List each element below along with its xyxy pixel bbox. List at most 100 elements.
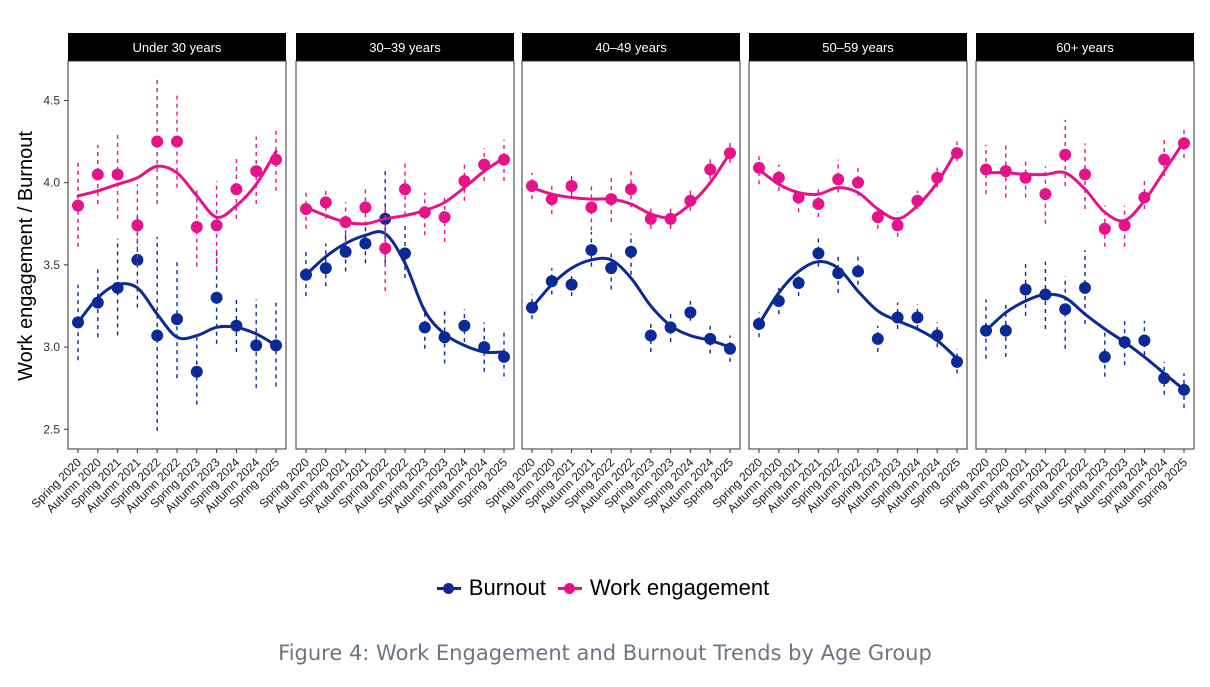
data-point [418, 321, 431, 334]
data-point [832, 267, 845, 280]
series-work-engagement [753, 141, 963, 237]
data-point [339, 245, 352, 258]
data-point [339, 216, 352, 229]
facet-strip [68, 33, 286, 61]
series-burnout [300, 171, 510, 377]
data-point [812, 247, 825, 260]
faceted-chart: Work engagement / Burnout 2.5 3.0 3.5 4.0 4.… [15, 33, 1195, 516]
data-point [664, 321, 677, 334]
data-point [151, 329, 164, 342]
facet-strip [976, 33, 1194, 61]
data-point [1039, 188, 1052, 201]
data-point [772, 171, 785, 184]
data-point [438, 331, 451, 344]
data-point [111, 168, 124, 181]
series-burnout [980, 250, 1190, 408]
data-point [545, 193, 558, 206]
trend-line [984, 140, 1186, 223]
data-point [526, 179, 538, 192]
data-point [399, 247, 411, 260]
y-tick-label: 3.5 [43, 258, 60, 272]
data-point [931, 171, 944, 184]
y-tick-label: 4.5 [43, 93, 60, 107]
data-point [1138, 191, 1151, 204]
data-point [951, 147, 963, 160]
panel-border [975, 60, 1195, 450]
data-point [171, 313, 183, 326]
data-point [704, 163, 717, 176]
data-point [871, 332, 884, 345]
data-point [1158, 372, 1171, 385]
data-point [792, 276, 805, 289]
data-point [131, 219, 144, 232]
data-point [300, 202, 312, 215]
data-point [772, 295, 785, 308]
facet-strip-label: Under 30 years [133, 40, 222, 55]
data-point [131, 253, 144, 266]
data-point [498, 350, 510, 363]
data-point [565, 179, 578, 192]
data-point [852, 265, 864, 278]
data-point [526, 301, 538, 314]
data-point [753, 161, 765, 174]
data-point [911, 311, 924, 324]
data-point [1098, 222, 1111, 235]
data-point [418, 206, 431, 219]
data-point [724, 342, 736, 355]
data-point [871, 211, 884, 224]
data-point [1118, 336, 1131, 349]
trend-line [530, 151, 732, 220]
figure-caption: Figure 4: Work Engagement and Burnout Tr… [278, 641, 932, 665]
data-point [625, 183, 637, 196]
data-point [605, 262, 618, 275]
data-point [753, 318, 765, 331]
series-burnout [526, 231, 736, 362]
facet-strip [749, 33, 967, 61]
trend-line [757, 259, 959, 361]
data-point [458, 319, 471, 332]
y-axis-title: Work engagement / Burnout [15, 131, 37, 381]
facet-strip [296, 33, 514, 61]
trend-line [530, 256, 732, 349]
legend-label-burnout: Burnout [468, 575, 546, 600]
data-point [478, 341, 491, 354]
data-point [1019, 283, 1032, 296]
data-point [458, 175, 471, 188]
data-point [1178, 383, 1190, 396]
data-point [792, 191, 805, 204]
data-point [1138, 334, 1151, 347]
panel-border [67, 60, 287, 450]
facet-strip-label: 40–49 years [595, 40, 667, 55]
data-point [399, 183, 411, 196]
data-point [625, 245, 637, 258]
data-point [478, 158, 491, 171]
data-point [1079, 281, 1091, 294]
legend: Burnout Work engagement [0, 575, 1210, 601]
data-point [1158, 153, 1171, 166]
y-axis: 2.5 3.0 3.5 4.0 4.5 [43, 93, 68, 436]
data-point [1059, 303, 1072, 316]
work-engagement-key-icon [556, 580, 584, 596]
data-point [585, 201, 598, 214]
data-point [250, 165, 263, 178]
data-point [72, 199, 84, 212]
trend-line [984, 292, 1186, 392]
data-point [151, 135, 164, 148]
panel-border [748, 60, 968, 450]
data-point [111, 281, 124, 294]
data-point [210, 219, 223, 232]
data-point [911, 194, 924, 207]
data-point [565, 278, 578, 291]
data-point [359, 237, 372, 250]
data-point [91, 168, 104, 181]
data-point [980, 324, 992, 337]
facet-strip [522, 33, 740, 61]
data-point [1079, 168, 1091, 181]
data-point [1118, 219, 1131, 232]
data-point [1178, 137, 1190, 150]
data-point [319, 262, 332, 275]
data-point [438, 211, 451, 224]
